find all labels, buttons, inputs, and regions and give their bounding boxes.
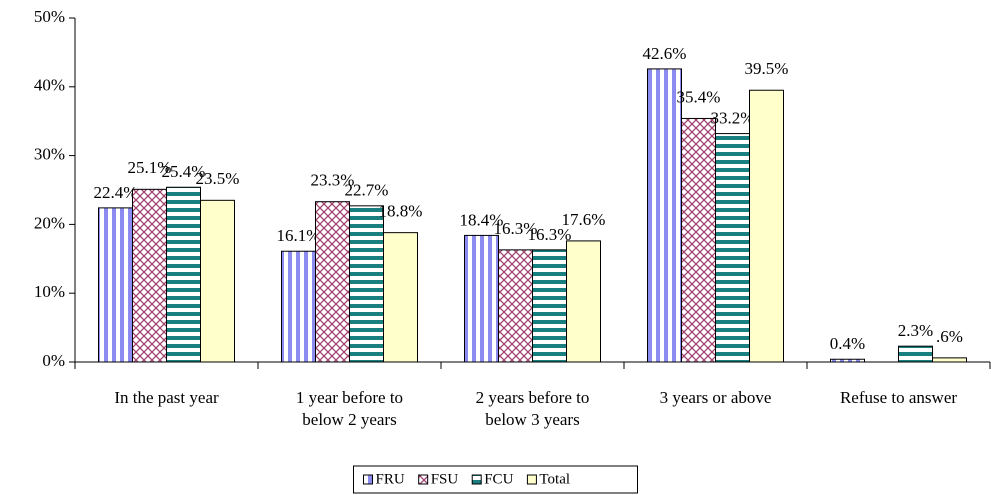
- bar: [681, 117, 716, 363]
- legend-label: FCU: [484, 471, 513, 487]
- data-label: 22.7%: [345, 181, 389, 200]
- bar: [281, 250, 316, 363]
- bar: [98, 207, 133, 363]
- bar: [315, 201, 350, 363]
- data-label: .6%: [936, 327, 963, 346]
- bar: [166, 186, 201, 363]
- y-tick-label: 50%: [34, 7, 65, 26]
- data-label: 42.6%: [643, 44, 687, 63]
- legend-label: Total: [539, 471, 570, 487]
- bar: [898, 345, 933, 363]
- bar: [566, 240, 601, 363]
- data-label: 16.3%: [528, 225, 572, 244]
- bar: [383, 232, 418, 363]
- bar: [132, 188, 167, 363]
- y-tick-label: 0%: [42, 351, 65, 370]
- y-tick-label: 40%: [34, 76, 65, 95]
- legend-label: FRU: [376, 471, 405, 487]
- bar: [932, 357, 967, 363]
- data-label: 22.4%: [94, 183, 138, 202]
- bar: [749, 89, 784, 363]
- x-tick-label: 3 years or above: [660, 388, 772, 407]
- y-tick-label: 30%: [34, 145, 65, 164]
- x-tick-label: 2 years before to below 3 years: [476, 388, 590, 429]
- legend-swatch: [471, 474, 482, 485]
- data-label: 16.3%: [494, 219, 538, 238]
- bar: [464, 234, 499, 363]
- x-tick-label: Refuse to answer: [840, 388, 957, 407]
- bar: [647, 68, 682, 363]
- bar: [830, 358, 865, 363]
- data-label: 18.4%: [460, 210, 504, 229]
- legend-swatch: [526, 474, 537, 485]
- data-label: 17.6%: [562, 210, 606, 229]
- legend-label: FSU: [431, 471, 459, 487]
- data-label: 39.5%: [745, 59, 789, 78]
- data-label: 16.1%: [277, 226, 321, 245]
- x-tick-label: In the past year: [114, 388, 219, 407]
- data-label: 23.3%: [311, 171, 355, 190]
- y-tick-label: 20%: [34, 213, 65, 232]
- legend: FRU FSU FCU Total: [353, 465, 638, 494]
- data-label: 25.1%: [128, 158, 172, 177]
- data-label: 0.4%: [830, 334, 865, 353]
- bar: [349, 205, 384, 363]
- legend-swatch: [418, 474, 429, 485]
- legend-swatch: [363, 474, 373, 485]
- x-tick-label: 1 year before to below 2 years: [296, 388, 403, 429]
- data-label: 23.5%: [196, 169, 240, 188]
- data-label: 25.4%: [162, 162, 206, 181]
- data-label: 18.8%: [379, 202, 423, 221]
- data-label: 33.2%: [711, 108, 755, 127]
- bar: [532, 249, 567, 363]
- bar: [200, 199, 235, 363]
- bar: [498, 249, 533, 363]
- legend-box: [353, 465, 638, 494]
- data-label: 35.4%: [677, 87, 721, 106]
- data-label: 2.3%: [898, 321, 933, 340]
- bar: [715, 133, 750, 363]
- y-tick-label: 10%: [34, 282, 65, 301]
